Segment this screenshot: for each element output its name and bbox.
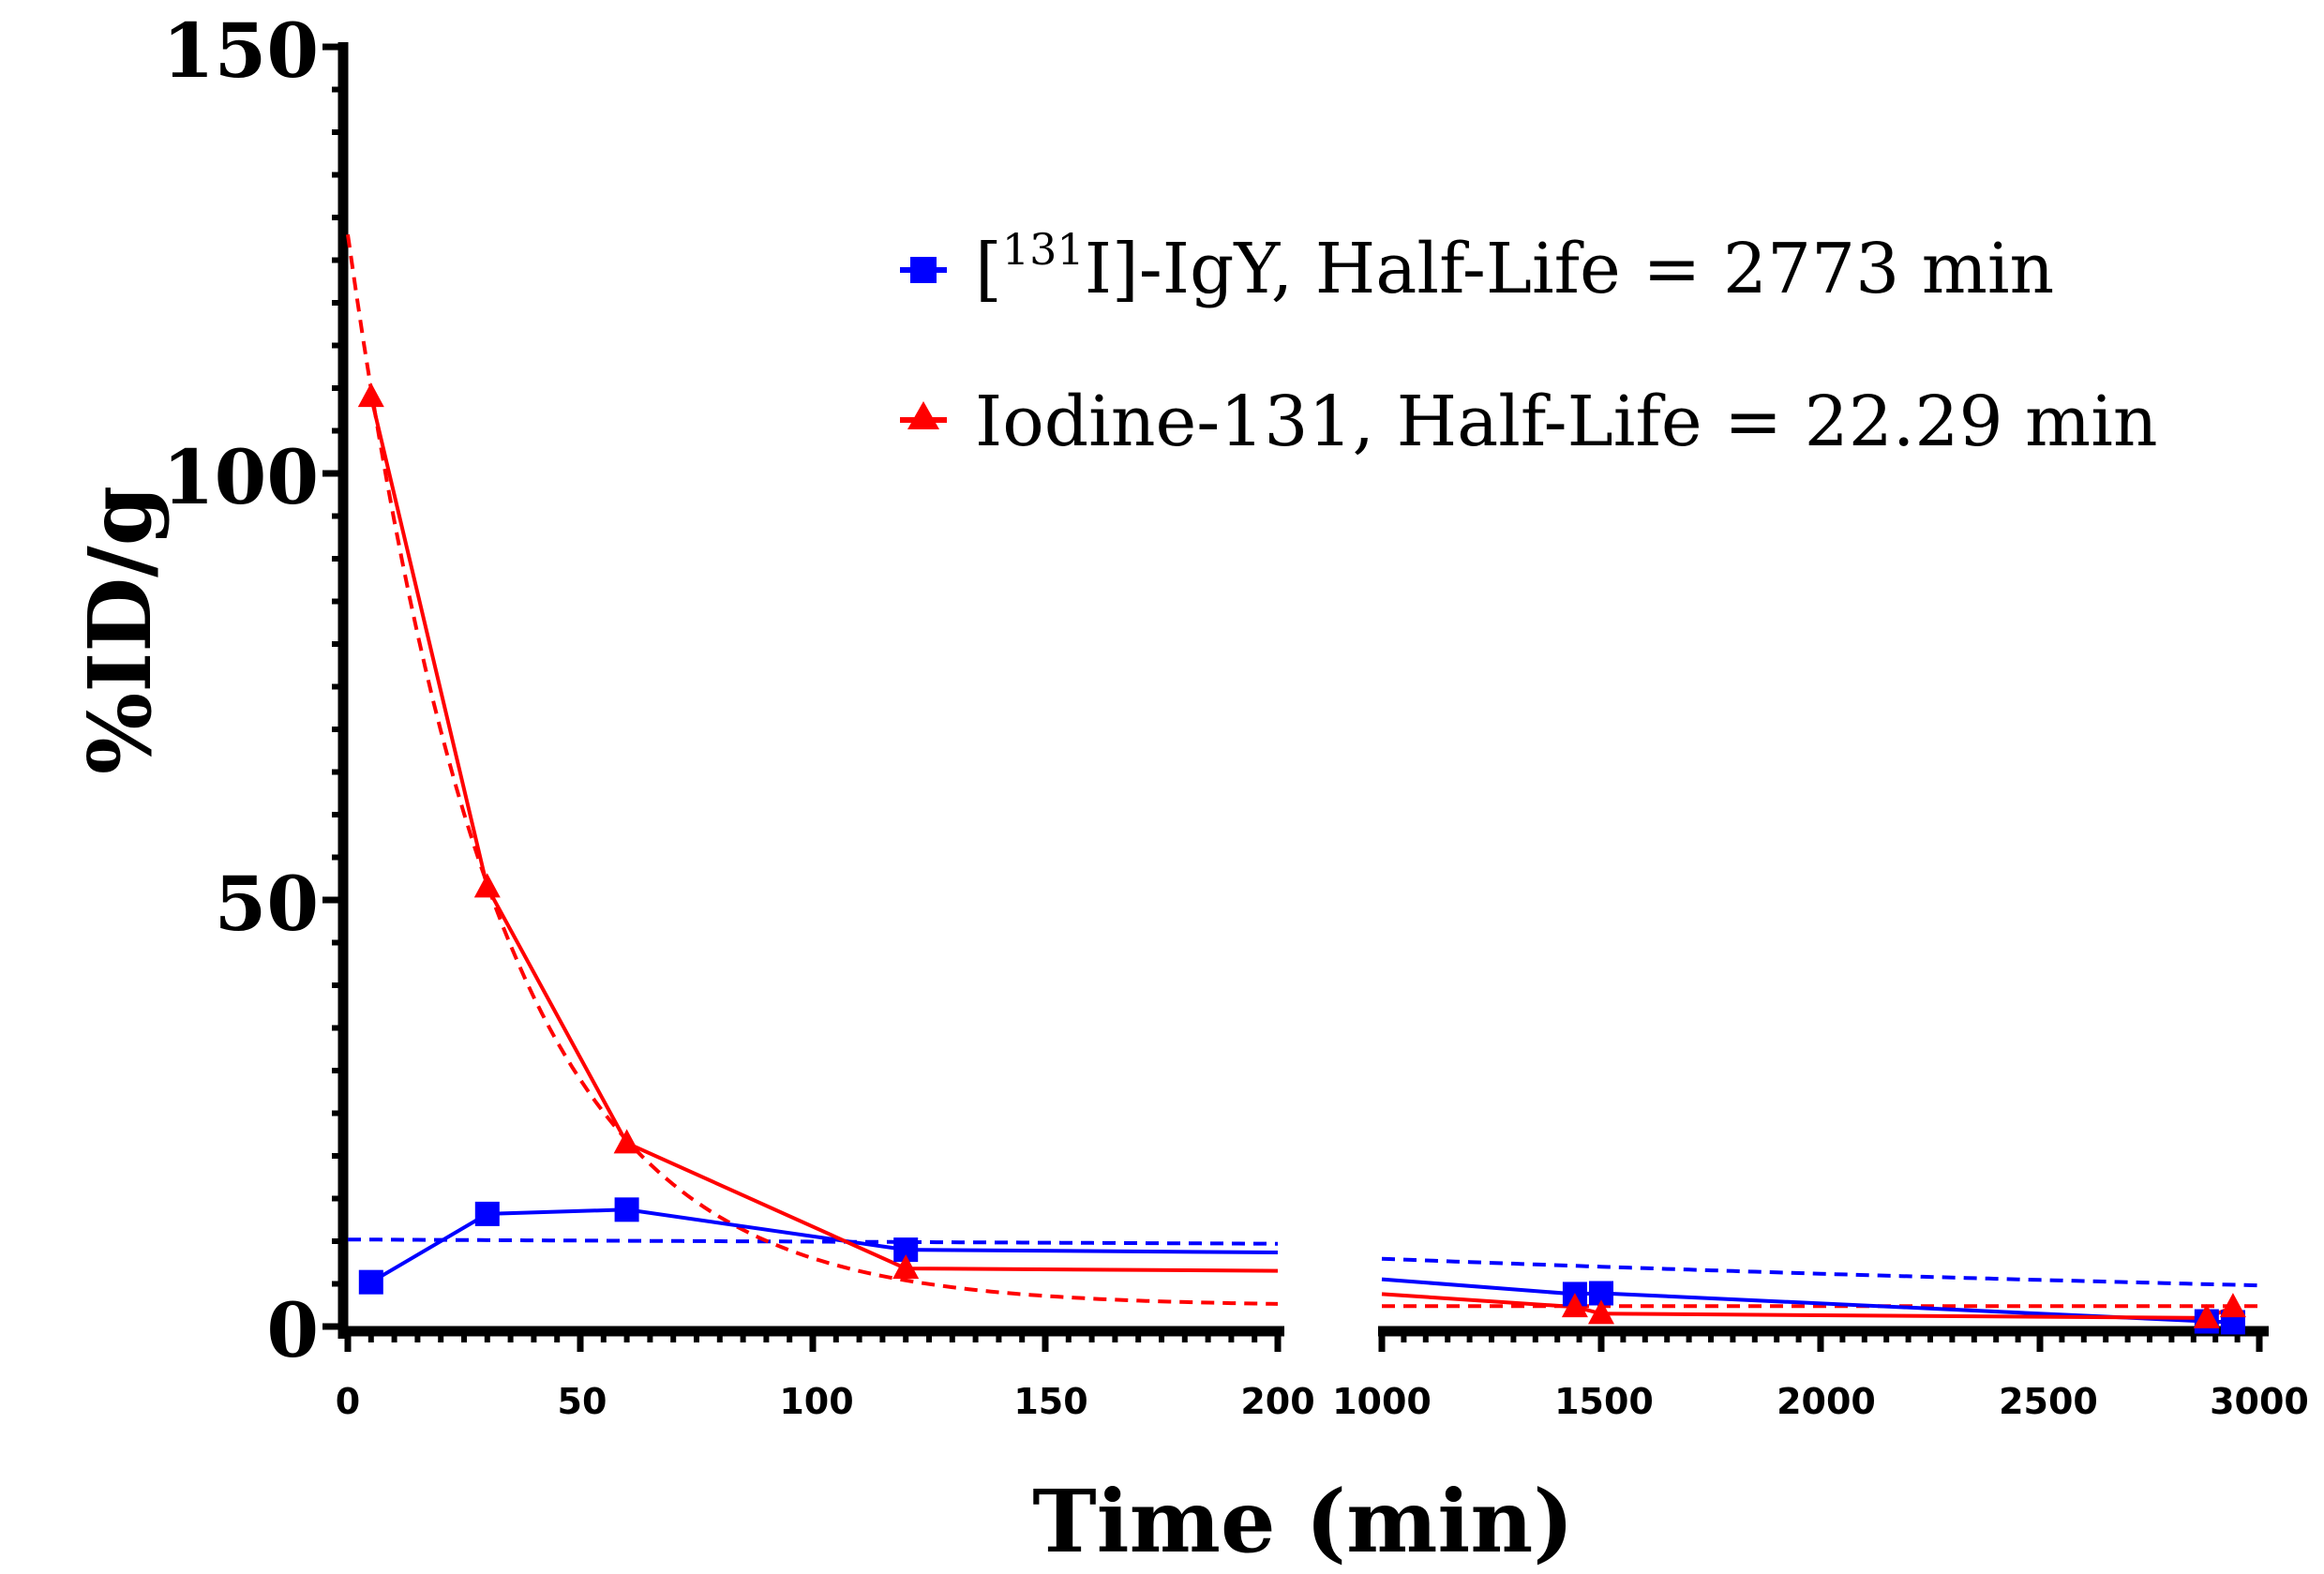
y-tick-label: 50 bbox=[215, 860, 319, 948]
data-point-iodine-131 bbox=[1561, 1293, 1588, 1318]
y-tick-label: 150 bbox=[162, 7, 319, 95]
fit-curves bbox=[346, 233, 2260, 1309]
axes bbox=[322, 42, 2269, 1352]
legend-entry-igy: [131I]-IgY, Half-Life = 2773 min bbox=[900, 224, 2054, 309]
x-tick-label: 2000 bbox=[1777, 1381, 1876, 1422]
x-tick-label: 100 bbox=[779, 1381, 853, 1422]
y-tick-labels: 0 50 100 150 bbox=[162, 7, 319, 1374]
fit-curve-igy bbox=[348, 1237, 1278, 1246]
legend-label-igy-prefix: [ bbox=[975, 229, 1002, 309]
legend: [131I]-IgY, Half-Life = 2773 min Iodine-… bbox=[900, 224, 2158, 462]
fit-curve-igy bbox=[1381, 1256, 2260, 1288]
series-line-iodine-131 bbox=[368, 396, 1279, 1273]
x-tick-label: 150 bbox=[1013, 1381, 1087, 1422]
y-axis-title: %ID/g bbox=[69, 486, 171, 774]
x-axis-title: Time (min) bbox=[1032, 1471, 1574, 1572]
legend-label-igy-suffix: I]-IgY, Half-Life = 2773 min bbox=[1085, 229, 2055, 309]
x-tick-label: 200 bbox=[1240, 1381, 1314, 1422]
legend-marker-iodine bbox=[907, 401, 939, 429]
series-markers bbox=[357, 382, 2246, 1335]
x-tick-label: 1000 bbox=[1332, 1381, 1432, 1422]
legend-label-igy: [131I]-IgY, Half-Life = 2773 min bbox=[975, 224, 2054, 309]
data-point-iodine-131 bbox=[892, 1254, 920, 1280]
data-point-iodine-131 bbox=[2193, 1303, 2220, 1328]
x-tick-label: 1500 bbox=[1554, 1381, 1654, 1422]
legend-marker-igy bbox=[910, 257, 937, 283]
legend-entry-iodine: Iodine-131, Half-Life = 22.29 min bbox=[900, 382, 2158, 462]
x-tick-label: 3000 bbox=[2210, 1381, 2309, 1422]
data-point-igy bbox=[474, 1201, 500, 1226]
x-tick-label: 0 bbox=[336, 1381, 360, 1422]
x-tick-label: 50 bbox=[558, 1381, 607, 1422]
data-point-igy bbox=[358, 1269, 383, 1295]
legend-label-iodine: Iodine-131, Half-Life = 22.29 min bbox=[975, 382, 2158, 462]
data-point-iodine-131 bbox=[357, 382, 384, 408]
x-tick-label: 2500 bbox=[1999, 1381, 2098, 1422]
legend-label-igy-superscript: 131 bbox=[1002, 224, 1085, 275]
data-point-igy bbox=[614, 1197, 639, 1222]
y-tick-label: 0 bbox=[266, 1286, 319, 1374]
data-point-iodine-131 bbox=[613, 1129, 640, 1154]
data-point-iodine-131 bbox=[473, 873, 501, 898]
series-lines bbox=[368, 396, 2234, 1325]
data-point-iodine-131 bbox=[1588, 1299, 1614, 1325]
y-tick-label: 100 bbox=[162, 433, 319, 521]
fit-curve-iodine-131 bbox=[346, 233, 1279, 1306]
data-point-iodine-131 bbox=[2219, 1293, 2246, 1318]
x-tick-labels: 0 50 100 150 200 1000 1500 2000 2500 300… bbox=[336, 1381, 2309, 1422]
